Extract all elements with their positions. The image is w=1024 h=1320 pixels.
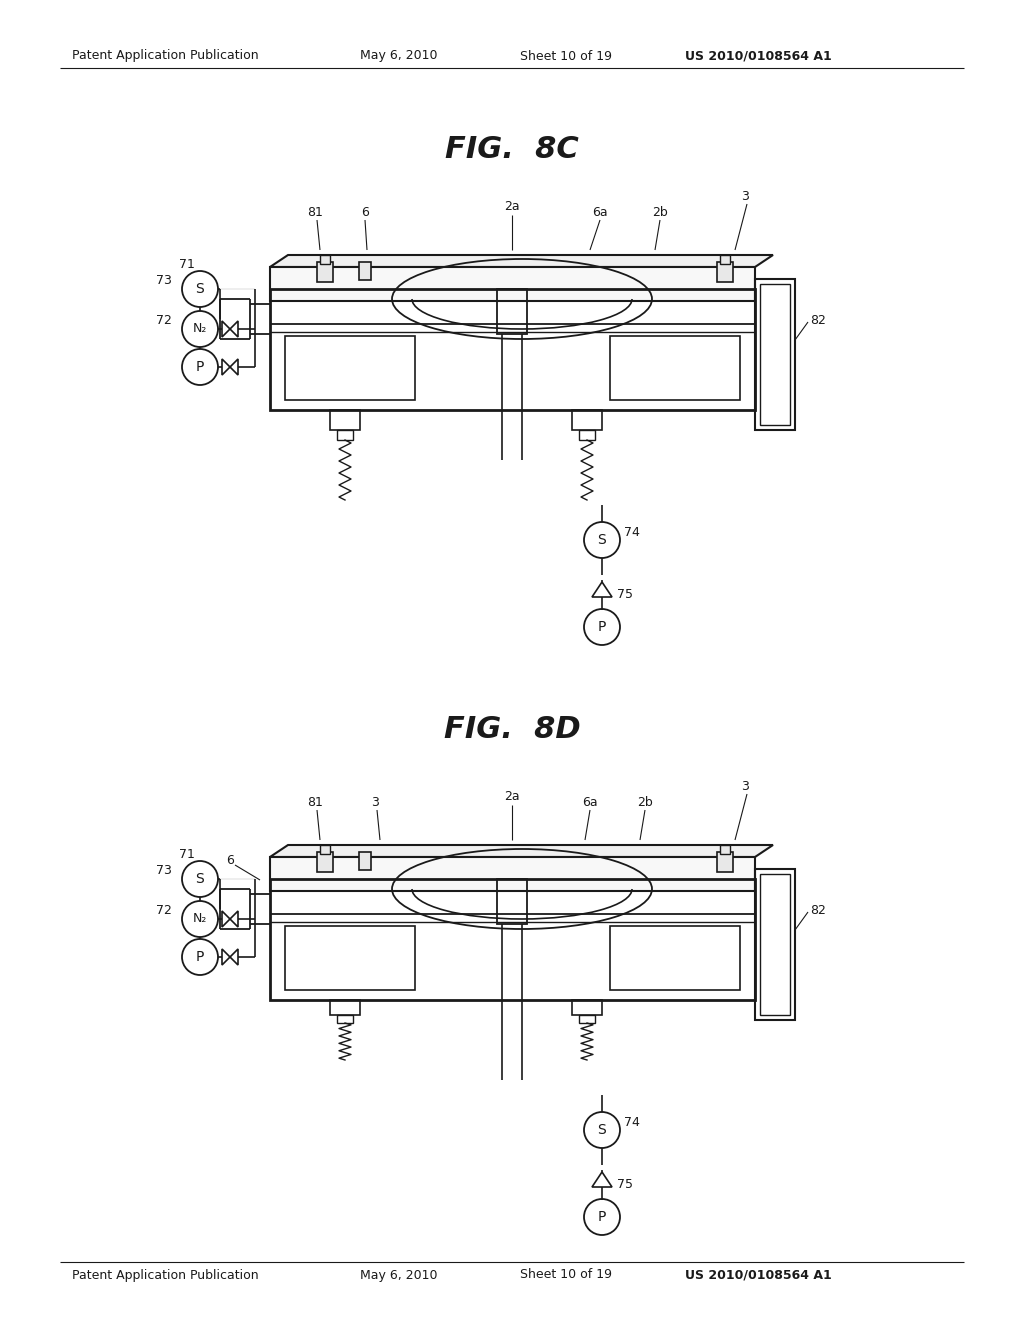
- Text: 2a: 2a: [504, 201, 520, 214]
- Bar: [755, 279, 795, 430]
- Bar: [720, 845, 730, 854]
- Text: 82: 82: [810, 903, 826, 916]
- Bar: [610, 337, 740, 400]
- Text: FIG.  8D: FIG. 8D: [443, 715, 581, 744]
- Text: 71: 71: [179, 847, 195, 861]
- Text: P: P: [196, 360, 204, 374]
- Text: 71: 71: [179, 257, 195, 271]
- Text: S: S: [598, 533, 606, 546]
- Text: 3: 3: [741, 780, 749, 793]
- Bar: [319, 845, 330, 854]
- Text: P: P: [598, 1210, 606, 1224]
- Text: US 2010/0108564 A1: US 2010/0108564 A1: [685, 1269, 831, 1282]
- Polygon shape: [222, 949, 238, 965]
- Bar: [579, 430, 595, 440]
- Bar: [717, 851, 733, 873]
- Text: S: S: [598, 1123, 606, 1137]
- Text: Sheet 10 of 19: Sheet 10 of 19: [520, 49, 612, 62]
- Circle shape: [584, 1199, 620, 1236]
- Bar: [270, 267, 755, 301]
- Text: 75: 75: [617, 587, 633, 601]
- Text: N₂: N₂: [193, 912, 207, 925]
- Text: US 2010/0108564 A1: US 2010/0108564 A1: [685, 49, 831, 62]
- Text: S: S: [196, 873, 205, 886]
- Text: 3: 3: [371, 796, 379, 808]
- Bar: [337, 430, 353, 440]
- Circle shape: [584, 1111, 620, 1148]
- Circle shape: [584, 521, 620, 558]
- Text: 2b: 2b: [637, 796, 653, 808]
- Circle shape: [182, 861, 218, 898]
- Bar: [270, 289, 755, 411]
- Bar: [760, 874, 790, 1015]
- Text: May 6, 2010: May 6, 2010: [360, 1269, 437, 1282]
- Bar: [720, 255, 730, 264]
- Text: 6a: 6a: [592, 206, 608, 219]
- Bar: [319, 255, 330, 264]
- Text: 73: 73: [156, 275, 172, 288]
- Polygon shape: [592, 1172, 612, 1187]
- Text: S: S: [196, 282, 205, 296]
- Text: N₂: N₂: [193, 322, 207, 335]
- Polygon shape: [270, 255, 773, 267]
- Bar: [330, 411, 360, 430]
- Bar: [285, 337, 415, 400]
- Bar: [760, 284, 790, 425]
- Bar: [270, 857, 755, 891]
- Text: Patent Application Publication: Patent Application Publication: [72, 1269, 259, 1282]
- Text: 81: 81: [307, 206, 323, 219]
- Text: 6: 6: [226, 854, 233, 866]
- Text: 74: 74: [624, 525, 640, 539]
- Polygon shape: [222, 359, 238, 375]
- Circle shape: [182, 312, 218, 347]
- Bar: [285, 927, 415, 990]
- Polygon shape: [222, 321, 238, 337]
- Bar: [755, 869, 795, 1020]
- Bar: [610, 927, 740, 990]
- Text: Sheet 10 of 19: Sheet 10 of 19: [520, 1269, 612, 1282]
- Circle shape: [182, 271, 218, 308]
- Text: Patent Application Publication: Patent Application Publication: [72, 49, 259, 62]
- Text: 75: 75: [617, 1177, 633, 1191]
- Bar: [717, 261, 733, 282]
- Bar: [359, 261, 371, 280]
- Circle shape: [182, 348, 218, 385]
- Circle shape: [182, 939, 218, 975]
- Text: 72: 72: [156, 314, 172, 327]
- Bar: [330, 1001, 360, 1015]
- Bar: [359, 851, 371, 870]
- Circle shape: [182, 902, 218, 937]
- Bar: [317, 261, 333, 282]
- Bar: [270, 879, 755, 1001]
- Text: May 6, 2010: May 6, 2010: [360, 49, 437, 62]
- Text: 82: 82: [810, 314, 826, 326]
- Bar: [317, 851, 333, 873]
- Polygon shape: [222, 911, 238, 927]
- Text: 72: 72: [156, 904, 172, 917]
- Bar: [497, 289, 527, 334]
- Bar: [572, 1001, 602, 1015]
- Text: P: P: [196, 950, 204, 964]
- Bar: [579, 1015, 595, 1023]
- Bar: [497, 879, 527, 924]
- Text: 2a: 2a: [504, 791, 520, 804]
- Text: 6: 6: [361, 206, 369, 219]
- Bar: [337, 1015, 353, 1023]
- Text: 6a: 6a: [583, 796, 598, 808]
- Text: FIG.  8C: FIG. 8C: [445, 136, 579, 165]
- Text: 2b: 2b: [652, 206, 668, 219]
- Text: 74: 74: [624, 1115, 640, 1129]
- Text: 81: 81: [307, 796, 323, 808]
- Circle shape: [584, 609, 620, 645]
- Text: 3: 3: [741, 190, 749, 203]
- Bar: [572, 411, 602, 430]
- Polygon shape: [270, 845, 773, 857]
- Text: P: P: [598, 620, 606, 634]
- Text: 73: 73: [156, 865, 172, 878]
- Polygon shape: [592, 582, 612, 597]
